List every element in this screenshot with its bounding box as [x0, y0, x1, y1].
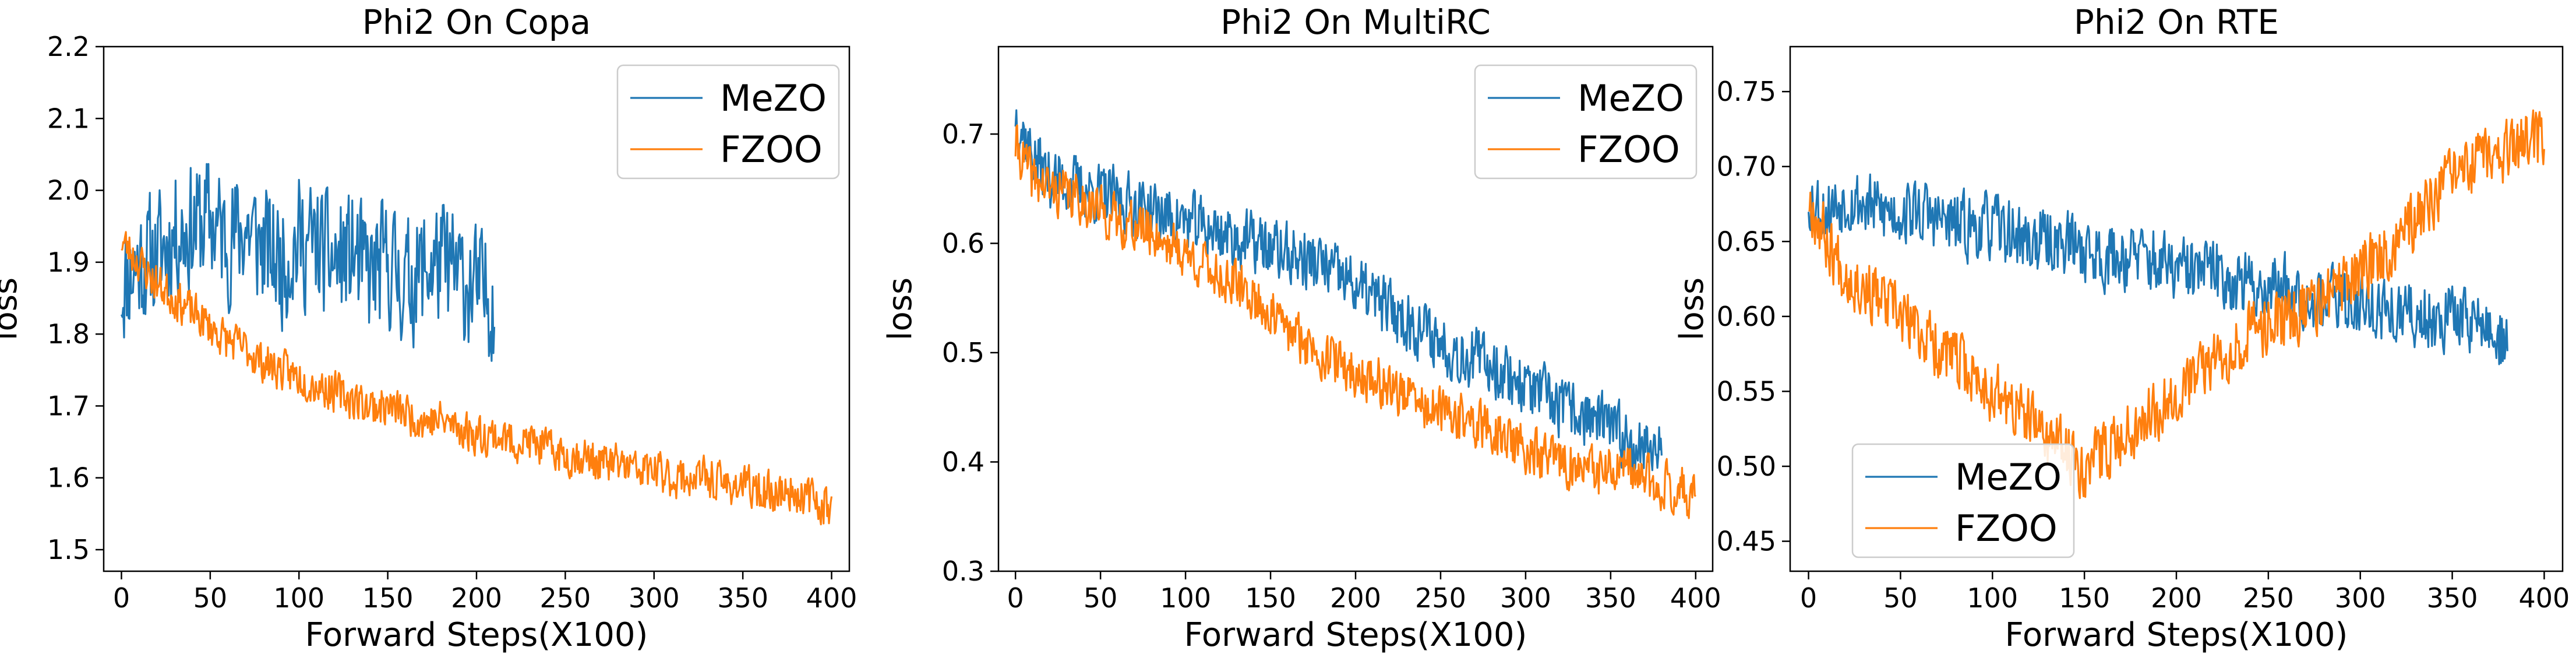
- y-tick-label: 1.8: [47, 318, 90, 350]
- x-tick-label: 100: [1160, 582, 1211, 614]
- y-tick-label: 0.45: [1717, 526, 1776, 557]
- series-line-fzoo: [1014, 124, 1696, 519]
- x-tick-label: 150: [1245, 582, 1296, 614]
- x-tick-label: 300: [1500, 582, 1551, 614]
- series-line-mezo: [121, 163, 496, 362]
- x-tick-label: 400: [1670, 582, 1721, 614]
- y-tick-label: 0.55: [1717, 375, 1776, 407]
- x-tick-label: 350: [2427, 582, 2478, 614]
- y-tick-label: 1.5: [47, 534, 90, 565]
- x-tick-label: 400: [806, 582, 858, 614]
- x-tick-label: 250: [2243, 582, 2294, 614]
- x-tick-label: 0: [1007, 582, 1024, 614]
- series-line-fzoo: [1808, 109, 2545, 500]
- x-tick-label: 150: [2059, 582, 2110, 614]
- y-tick-label: 0.65: [1717, 226, 1776, 257]
- y-tick-label: 1.9: [47, 247, 90, 278]
- y-axis-label: loss: [1673, 277, 1711, 340]
- y-tick-label: 2.1: [47, 103, 90, 134]
- y-tick-label: 0.6: [942, 228, 984, 259]
- chart-panel-rte: 0 50 100 150 200 250 300 350 400 0.45 0.50 0.55 0.60…: [1673, 2, 2570, 654]
- legend: MeZO FZOO: [616, 64, 840, 180]
- y-tick-label: 0.75: [1717, 76, 1776, 107]
- x-axis-label: Forward Steps(X100): [1184, 616, 1527, 654]
- y-tick-label: 0.4: [942, 446, 984, 478]
- x-tick-label: 0: [113, 582, 130, 614]
- y-tick-label: 0.5: [942, 337, 984, 368]
- y-axis-label: loss: [0, 277, 24, 340]
- y-tick-label: 2.0: [47, 175, 90, 206]
- x-tick-label: 200: [2151, 582, 2202, 614]
- y-tick-label: 1.7: [47, 390, 90, 421]
- x-axis-label: Forward Steps(X100): [2005, 616, 2348, 654]
- series-line-mezo: [1014, 109, 1663, 474]
- x-tick-label: 350: [717, 582, 768, 614]
- x-tick-label: 350: [1585, 582, 1636, 614]
- chart-title: Phi2 On RTE: [2074, 2, 2279, 42]
- legend-label-mezo: MeZO: [720, 77, 827, 119]
- x-tick-label: 200: [1330, 582, 1381, 614]
- series-line-fzoo: [121, 231, 833, 526]
- legend-label-mezo: MeZO: [1578, 77, 1684, 119]
- x-tick-label: 50: [1084, 582, 1118, 614]
- chart-panel-copa: 0 50 100 150 200 250 300 350 400 1.5 1.6 1.7 1.8 1.9 2…: [0, 2, 857, 654]
- legend: MeZO FZOO: [1851, 443, 2075, 558]
- y-axis-label: loss: [881, 277, 919, 340]
- x-tick-label: 50: [1883, 582, 1918, 614]
- x-tick-label: 250: [1415, 582, 1466, 614]
- chart-title: Phi2 On Copa: [362, 2, 591, 42]
- x-tick-label: 300: [629, 582, 680, 614]
- x-tick-label: 0: [1800, 582, 1817, 614]
- x-axis-label: Forward Steps(X100): [305, 616, 648, 654]
- x-tick-label: 200: [451, 582, 502, 614]
- legend: MeZO FZOO: [1474, 64, 1698, 180]
- y-tick-label: 0.50: [1717, 451, 1776, 482]
- x-tick-label: 100: [273, 582, 324, 614]
- x-tick-label: 100: [1967, 582, 2018, 614]
- x-tick-label: 300: [2335, 582, 2386, 614]
- y-tick-label: 2.2: [47, 31, 90, 62]
- series-line-mezo: [1808, 173, 2508, 365]
- y-tick-label: 0.7: [942, 118, 984, 150]
- y-tick-label: 0.3: [942, 555, 984, 587]
- chart-panel-multirc: 0 50 100 150 200 250 300 350 400 0.3 0.4 0.5 0.6 0.7 P…: [881, 2, 1721, 654]
- legend-label-fzoo: FZOO: [720, 128, 823, 171]
- x-tick-label: 250: [539, 582, 591, 614]
- y-tick-label: 1.6: [47, 462, 90, 494]
- y-tick-label: 0.70: [1717, 151, 1776, 182]
- x-tick-label: 50: [193, 582, 228, 614]
- x-tick-label: 150: [362, 582, 414, 614]
- legend-label-fzoo: FZOO: [1578, 128, 1680, 171]
- chart-title: Phi2 On MultiRC: [1220, 2, 1491, 42]
- legend-label-mezo: MeZO: [1955, 456, 2062, 498]
- x-tick-label: 400: [2519, 582, 2570, 614]
- legend-label-fzoo: FZOO: [1955, 507, 2058, 550]
- y-tick-label: 0.60: [1717, 301, 1776, 332]
